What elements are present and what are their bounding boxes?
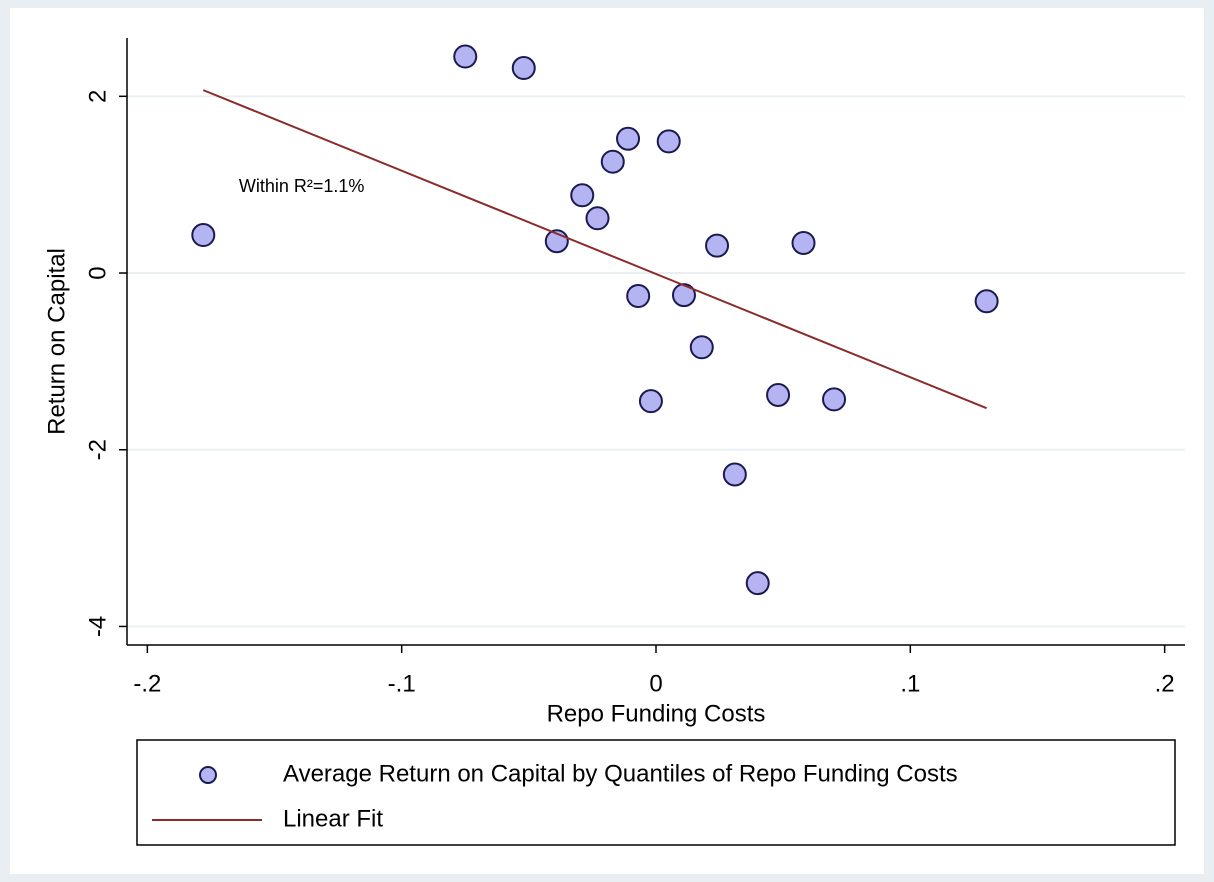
x-tick-label: 0 [649,670,662,697]
legend-label: Average Return on Capital by Quantiles o… [283,760,958,787]
scatter-point [705,233,730,258]
scatter-point [722,462,747,487]
scatter-point [570,183,595,208]
scatter-point [453,44,478,69]
scatter-point [191,223,216,248]
y-tick-label: 2 [84,90,111,103]
scatter-point [511,56,536,81]
y-tick-label: 0 [84,266,111,279]
legend-label: Linear Fit [283,805,383,832]
scatter-point [616,126,641,151]
scatter-point [974,289,999,314]
y-tick-label: -2 [84,439,111,460]
scatter-point [638,389,663,414]
scatter-point [585,206,610,231]
x-tick-label: -.1 [388,670,416,697]
y-axis-title: Return on Capital [43,248,70,435]
scatter-point [656,129,681,154]
x-tick-label: -.2 [133,670,161,697]
y-tick-label: -4 [84,616,111,637]
fit-line [202,89,988,410]
legend-box [136,739,1176,846]
scatter-point [689,335,714,360]
scatter-point [766,382,791,407]
legend-marker [199,766,217,784]
scatter-point [745,571,770,596]
scatter-point [822,387,847,412]
x-tick-label: .1 [900,670,920,697]
scatter-point [600,149,625,174]
annotation: Within R²=1.1% [239,176,365,196]
x-tick-label: .2 [1155,670,1175,697]
scatter-point [791,230,816,255]
scatter-point [671,283,696,308]
x-axis-title: Repo Funding Costs [547,700,766,727]
scatter-point [626,283,651,308]
